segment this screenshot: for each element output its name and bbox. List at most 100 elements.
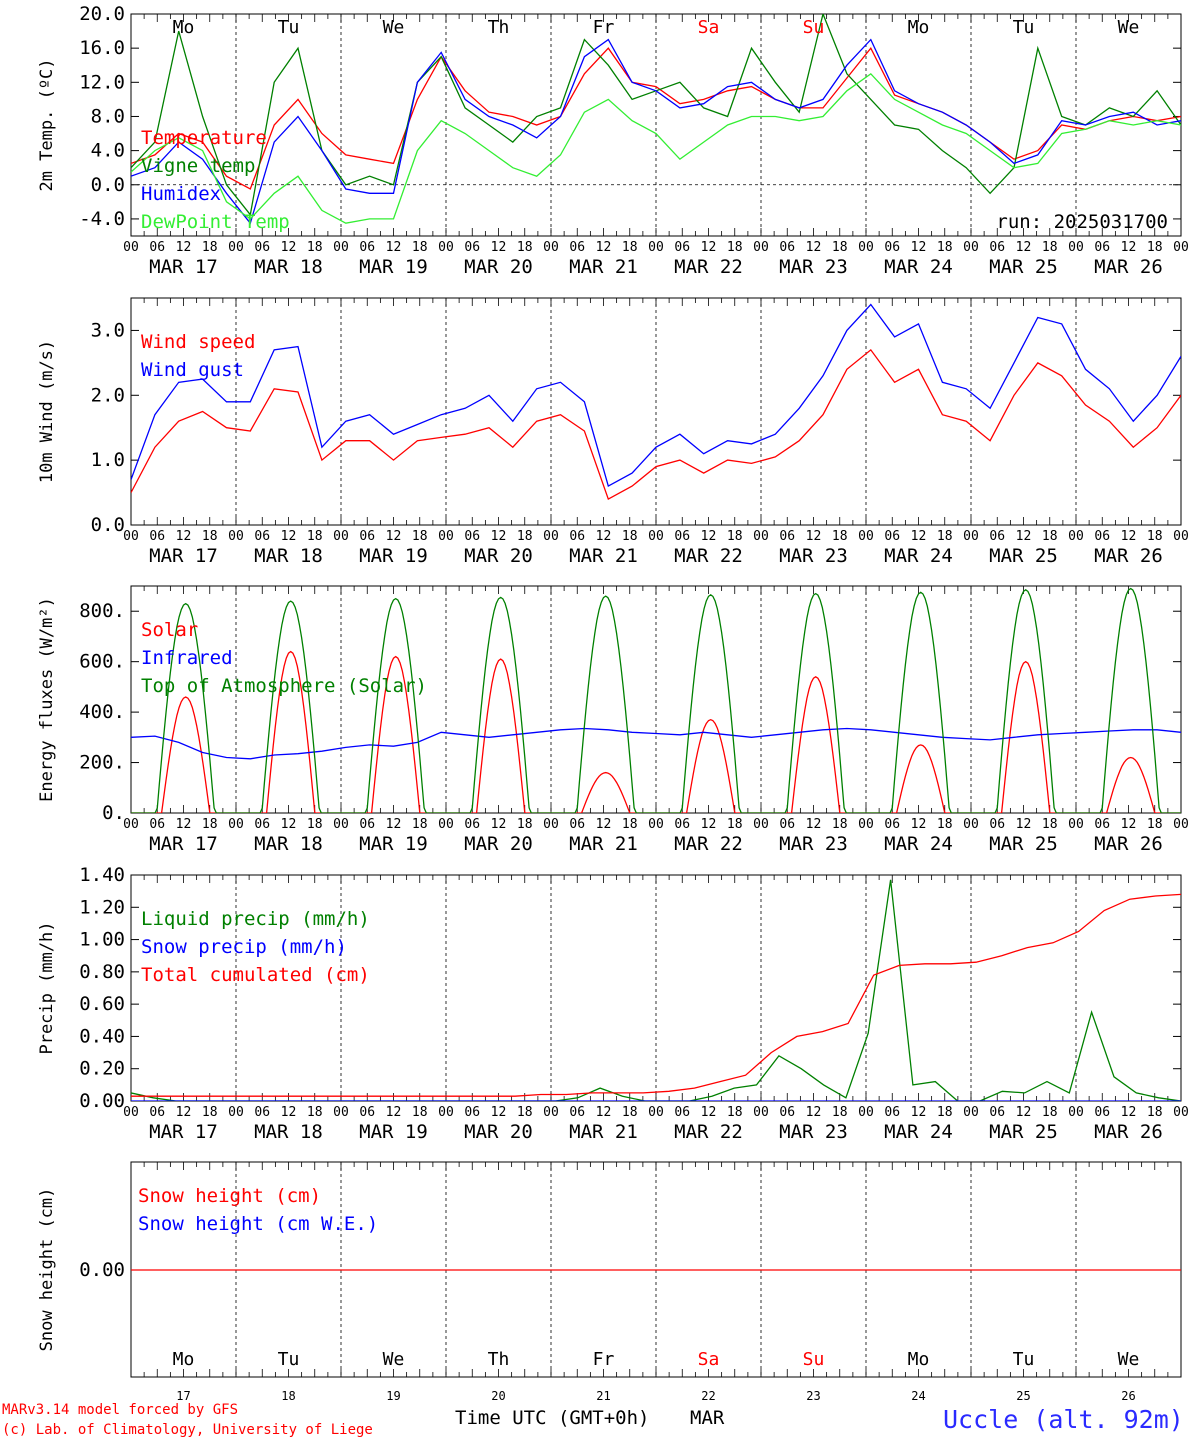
date-label: MAR 19 bbox=[359, 833, 428, 855]
series-line-humidex bbox=[131, 38, 1181, 225]
station-label: Uccle (alt. 92m) bbox=[943, 1405, 1184, 1434]
y-tick-label: 1.40 bbox=[79, 864, 125, 886]
hour-tick-label: 12 bbox=[596, 1105, 612, 1120]
date-label: MAR 23 bbox=[779, 833, 848, 855]
hour-tick-label: 06 bbox=[149, 240, 165, 255]
hour-tick-label: 06 bbox=[149, 529, 165, 544]
date-label: MAR 26 bbox=[1094, 256, 1163, 278]
y-tick-label: 0.80 bbox=[79, 961, 125, 983]
hour-tick-label: 00 bbox=[333, 1105, 349, 1120]
day-name: Su bbox=[803, 1349, 825, 1370]
date-label: MAR 19 bbox=[359, 545, 428, 567]
hour-tick-label: 00 bbox=[1173, 817, 1189, 832]
date-label: MAR 22 bbox=[674, 1121, 743, 1143]
hour-tick-label: 18 bbox=[1147, 817, 1163, 832]
hour-tick-label: 12 bbox=[701, 240, 717, 255]
y-tick-label: 20.0 bbox=[79, 3, 125, 25]
hour-tick-label: 18 bbox=[412, 240, 428, 255]
hour-tick-label: 06 bbox=[464, 240, 480, 255]
y-tick-label: 0.20 bbox=[79, 1058, 125, 1080]
panels-layer: -4.0 0.0 4.0 8.0 12.0 16.0 20.0 2m Temp. (ºC) Te… bbox=[37, 3, 1189, 1403]
hour-tick-label: 00 bbox=[753, 1105, 769, 1120]
series-line-wind-gust bbox=[131, 303, 1181, 488]
date-label: MAR 25 bbox=[989, 545, 1058, 567]
hour-tick-label: 00 bbox=[1068, 529, 1084, 544]
hour-tick-label: 06 bbox=[674, 240, 690, 255]
hour-tick-label: 12 bbox=[281, 817, 297, 832]
hour-tick-label: 12 bbox=[491, 1105, 507, 1120]
hour-tick-label: 12 bbox=[701, 817, 717, 832]
lab-credit: (c) Lab. of Climatology, University of L… bbox=[2, 1422, 373, 1438]
hour-tick-label: 00 bbox=[648, 817, 664, 832]
date-label: MAR 22 bbox=[674, 833, 743, 855]
hour-tick-label: 06 bbox=[674, 1105, 690, 1120]
hour-tick-label: 06 bbox=[884, 817, 900, 832]
legend-entry: Solar bbox=[141, 619, 198, 641]
hour-tick-label: 00 bbox=[123, 240, 139, 255]
hour-tick-label: 00 bbox=[1173, 240, 1189, 255]
day-name: We bbox=[1118, 17, 1140, 38]
series-line-liquid-precip-mm-h- bbox=[131, 879, 1181, 1101]
day-name: We bbox=[1118, 1349, 1140, 1370]
day-name: We bbox=[383, 17, 405, 38]
hour-tick-label: 00 bbox=[648, 240, 664, 255]
hour-tick-label: 06 bbox=[464, 1105, 480, 1120]
hour-tick-label: 06 bbox=[149, 817, 165, 832]
date-label: MAR 24 bbox=[884, 1121, 953, 1143]
hour-tick-label: 06 bbox=[254, 817, 270, 832]
hour-tick-label: 18 bbox=[832, 817, 848, 832]
hour-tick-label: 00 bbox=[858, 817, 874, 832]
hour-tick-label: 12 bbox=[386, 1105, 402, 1120]
hour-tick-label: 18 bbox=[1042, 1105, 1058, 1120]
hour-tick-label: 12 bbox=[281, 240, 297, 255]
hour-tick-label: 12 bbox=[1016, 817, 1032, 832]
hour-tick-label: 12 bbox=[281, 529, 297, 544]
hour-tick-label: 00 bbox=[228, 1105, 244, 1120]
hour-tick-label: 00 bbox=[648, 529, 664, 544]
panel-snow: 0.00 Snow height (cm) Snow height (cm) Snow… bbox=[37, 1161, 1182, 1403]
day-number: 26 bbox=[1121, 1389, 1135, 1403]
hour-tick-label: 00 bbox=[753, 240, 769, 255]
date-label: MAR 26 bbox=[1094, 545, 1163, 567]
hour-tick-label: 00 bbox=[858, 529, 874, 544]
y-tick-label: 0. bbox=[102, 802, 125, 824]
series-line-temperature bbox=[131, 47, 1181, 190]
hour-tick-label: 06 bbox=[884, 529, 900, 544]
hour-tick-label: 18 bbox=[517, 1105, 533, 1120]
hour-tick-label: 06 bbox=[989, 240, 1005, 255]
hour-tick-label: 12 bbox=[176, 529, 192, 544]
hour-tick-label: 06 bbox=[359, 1105, 375, 1120]
hour-tick-label: 18 bbox=[727, 1105, 743, 1120]
series-line-top-of-atmosphere-solar- bbox=[131, 587, 1181, 813]
hour-tick-label: 18 bbox=[1042, 240, 1058, 255]
hour-tick-label: 12 bbox=[1016, 240, 1032, 255]
hour-tick-label: 00 bbox=[963, 817, 979, 832]
hour-tick-label: 18 bbox=[832, 529, 848, 544]
hour-tick-label: 00 bbox=[228, 240, 244, 255]
hour-tick-label: 12 bbox=[596, 529, 612, 544]
day-number: 25 bbox=[1016, 1389, 1030, 1403]
y-axis-label: Snow height (cm) bbox=[37, 1188, 57, 1352]
hour-tick-label: 00 bbox=[543, 240, 559, 255]
series-group bbox=[131, 879, 1181, 1101]
hour-tick-label: 18 bbox=[1042, 529, 1058, 544]
hour-tick-label: 00 bbox=[543, 817, 559, 832]
y-tick-label: -4.0 bbox=[79, 208, 125, 230]
date-label: MAR 19 bbox=[359, 1121, 428, 1143]
day-name: Su bbox=[803, 17, 825, 38]
series-line-infrared bbox=[131, 727, 1181, 760]
day-name: Fr bbox=[593, 17, 615, 38]
hour-tick-label: 06 bbox=[254, 529, 270, 544]
hour-tick-label: 06 bbox=[674, 817, 690, 832]
day-name: We bbox=[383, 1349, 405, 1370]
hour-tick-label: 18 bbox=[307, 240, 323, 255]
hour-tick-label: 06 bbox=[779, 817, 795, 832]
series-group bbox=[131, 14, 1181, 225]
y-tick-label: 800. bbox=[79, 600, 125, 622]
series-group bbox=[131, 587, 1181, 813]
hour-tick-label: 12 bbox=[1121, 817, 1137, 832]
hour-tick-label: 18 bbox=[412, 817, 428, 832]
date-label: MAR 25 bbox=[989, 1121, 1058, 1143]
hour-tick-label: 12 bbox=[806, 529, 822, 544]
hour-tick-label: 12 bbox=[491, 529, 507, 544]
